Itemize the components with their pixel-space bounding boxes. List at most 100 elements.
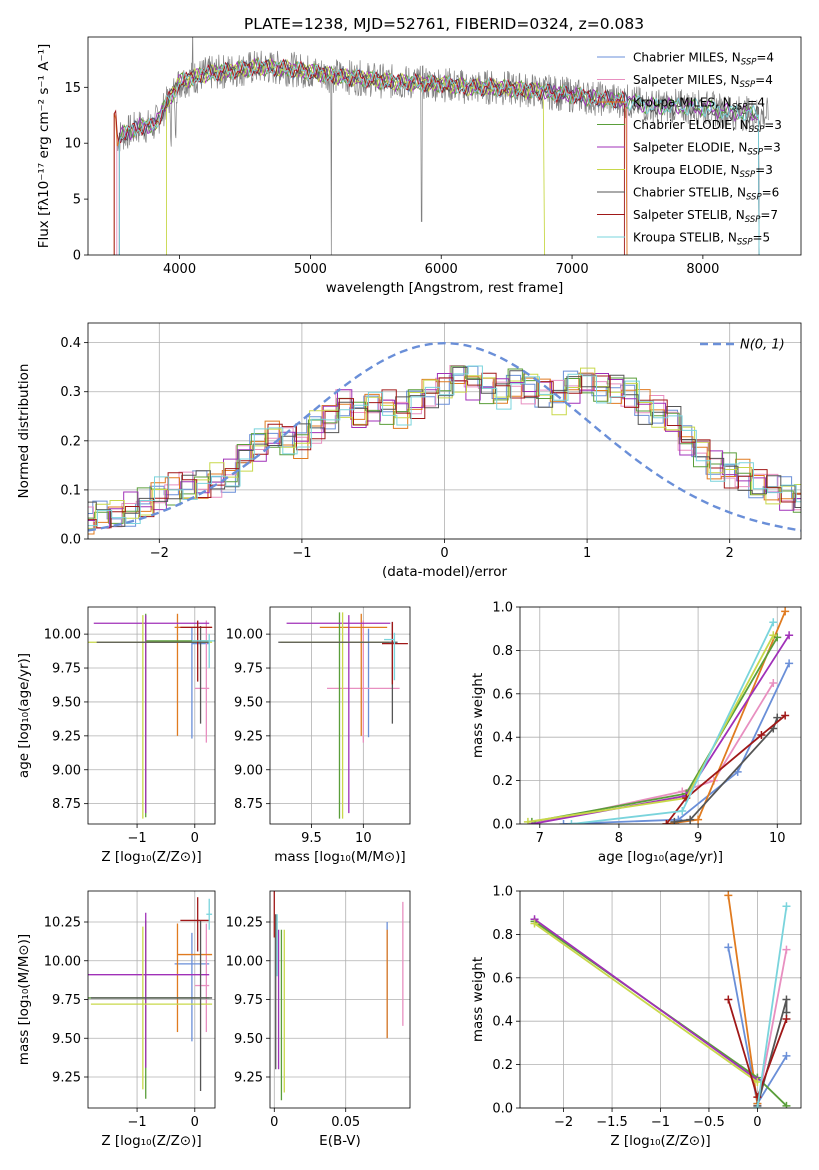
x-tick-label: 10 <box>355 831 372 846</box>
y-tick-label: 9.50 <box>234 1032 263 1047</box>
x-axis-label: Z [log₁₀(Z/Z⊙)] <box>101 1133 201 1149</box>
axes-frame <box>269 606 411 825</box>
y-tick-label: 15 <box>64 81 81 96</box>
plus-marker <box>769 618 778 627</box>
legend-entry: Chabrier ELODIE, NSSP=3 <box>633 118 782 135</box>
legend-entry: Chabrier MILES, NSSP=4 <box>633 51 774 68</box>
plus-marker <box>724 891 733 900</box>
plus-marker <box>753 1104 762 1108</box>
y-axis-label: Normed distribution <box>16 364 32 499</box>
plus-marker <box>773 713 782 722</box>
y-tick-label: 0.4 <box>60 336 81 351</box>
plus-marker <box>785 631 794 640</box>
y-tick-label: 0.0 <box>492 1102 513 1117</box>
axes-residuals: −2 −1 0 1 2 0.0 0.1 0.2 0.3 0.4 (data-model)/error… <box>16 322 802 580</box>
plot-area <box>88 897 213 1099</box>
plus-marker <box>670 817 679 824</box>
y-tick-label: 10.00 <box>44 628 81 643</box>
plus-marker <box>769 678 778 687</box>
mass-weight-series-6 <box>756 999 788 1107</box>
axes-mass-weight-vs-age: 7 8 9 10 0.0 0.2 0.4 0.6 0.8 1.0 age [log₁₀(age/yr… <box>470 601 802 865</box>
legend-entry: Kroupa STELIB, NSSP=5 <box>633 231 770 248</box>
plus-marker <box>686 815 695 824</box>
axes-mass-vs-Z: −1 0 9.25 9.50 9.75 10.00 10.25 Z [log₁₀(Z/Z⊙)]… <box>16 890 216 1149</box>
y-tick-label: 9.75 <box>234 993 263 1008</box>
x-tick-label: 0 <box>440 546 448 561</box>
plus-marker <box>782 995 791 1004</box>
mass-weight-series-2 <box>727 895 759 1104</box>
y-axis-label: mass [log₁₀(M/M⊙)] <box>16 934 32 1065</box>
x-tick-label: 9 <box>694 831 702 846</box>
errorbar-point-2 <box>176 923 213 1033</box>
y-tick-label: 9.00 <box>52 763 81 778</box>
plus-marker <box>662 820 671 824</box>
plus-marker <box>782 945 791 954</box>
plus-marker <box>769 631 778 640</box>
y-tick-label: 10.00 <box>44 954 81 969</box>
plus-marker <box>724 995 733 1004</box>
x-tick-label: 6000 <box>425 262 458 277</box>
plus-marker <box>694 815 703 824</box>
x-tick-label: −1 <box>127 831 146 846</box>
errorbar-point-4 <box>93 615 210 814</box>
errorbar-point-6 <box>278 621 398 724</box>
x-tick-label: 9.5 <box>301 831 322 846</box>
x-tick-label: −2 <box>554 1115 573 1130</box>
y-tick-label: 9.75 <box>52 662 81 677</box>
axes-spectrum: 4000 5000 6000 7000 8000 0 5 10 15 wavelength [An… <box>36 36 802 296</box>
plot-area <box>88 613 215 819</box>
y-tick-label: 9.25 <box>234 1071 263 1086</box>
grid <box>88 607 215 824</box>
y-axis-label: age [log₁₀(age/yr)] <box>16 653 32 778</box>
errorbar-point-3 <box>88 920 210 1099</box>
plus-marker <box>733 767 742 776</box>
errorbar-point-2 <box>319 613 388 736</box>
y-tick-label: 10.00 <box>226 628 263 643</box>
y-tick-label: 9.00 <box>234 763 263 778</box>
axes-mass-vs-EBV: 0 0.05 9.25 9.50 9.75 10.00 10.25 E(B-V) <box>226 890 411 1149</box>
x-tick-label: 2 <box>726 546 734 561</box>
grid <box>88 323 801 540</box>
x-tick-label: −1 <box>651 1115 670 1130</box>
errorbar-point-4 <box>286 615 391 814</box>
y-tick-label: 1.0 <box>492 601 513 616</box>
x-axis-label: Z [log₁₀(Z/Z⊙)] <box>610 1133 710 1149</box>
plus-marker <box>781 711 790 720</box>
x-tick-label: −2 <box>150 546 169 561</box>
x-tick-label: 8000 <box>686 262 719 277</box>
y-tick-label: 0.0 <box>492 818 513 833</box>
plus-marker <box>724 943 733 952</box>
y-tick-label: 0.2 <box>60 434 81 449</box>
plus-marker <box>753 1077 762 1086</box>
y-axis-label: Flux [fλ10⁻¹⁷ erg cm⁻² s⁻¹ A⁻¹] <box>36 44 52 249</box>
y-tick-label: 10.25 <box>44 916 81 931</box>
y-tick-label: 9.75 <box>52 993 81 1008</box>
errorbar-point-5 <box>280 612 390 819</box>
x-tick-label: 0 <box>270 1115 278 1130</box>
x-tick-label: 8 <box>615 831 623 846</box>
plus-marker <box>753 1093 762 1102</box>
errorbar-point-7 <box>180 620 213 682</box>
x-tick-label: 1 <box>583 546 591 561</box>
legend-entry: Chabrier STELIB, NSSP=6 <box>633 186 779 203</box>
plus-marker <box>559 820 568 824</box>
plus-marker <box>785 659 794 668</box>
plus-marker <box>782 1101 791 1108</box>
x-axis-label: Z [log₁₀(Z/Z⊙)] <box>101 849 201 865</box>
errorbar-point-5 <box>88 615 213 819</box>
grid <box>270 891 410 1108</box>
axes-mass-weight-vs-Z: −2 −1.5 −1 −0.5 0 0.0 0.2 0.4 0.6 0.8 1.0 Z [log₁₀(… <box>470 885 802 1149</box>
mass-weight-series-5 <box>533 922 758 1083</box>
errorbar-point-0 <box>174 932 210 1042</box>
plus-marker <box>757 731 766 740</box>
legend-entry: Salpeter STELIB, NSSP=7 <box>633 208 778 225</box>
y-tick-label: 0.1 <box>60 483 81 498</box>
histogram-series-2 <box>88 372 801 535</box>
y-tick-label: 10 <box>64 137 81 152</box>
model-spectrum-8 <box>118 58 760 255</box>
x-tick-label: −1.5 <box>596 1115 628 1130</box>
errorbar-point-8 <box>384 632 396 681</box>
y-tick-label: 9.75 <box>234 662 263 677</box>
y-axis-label: mass weight <box>470 673 486 758</box>
